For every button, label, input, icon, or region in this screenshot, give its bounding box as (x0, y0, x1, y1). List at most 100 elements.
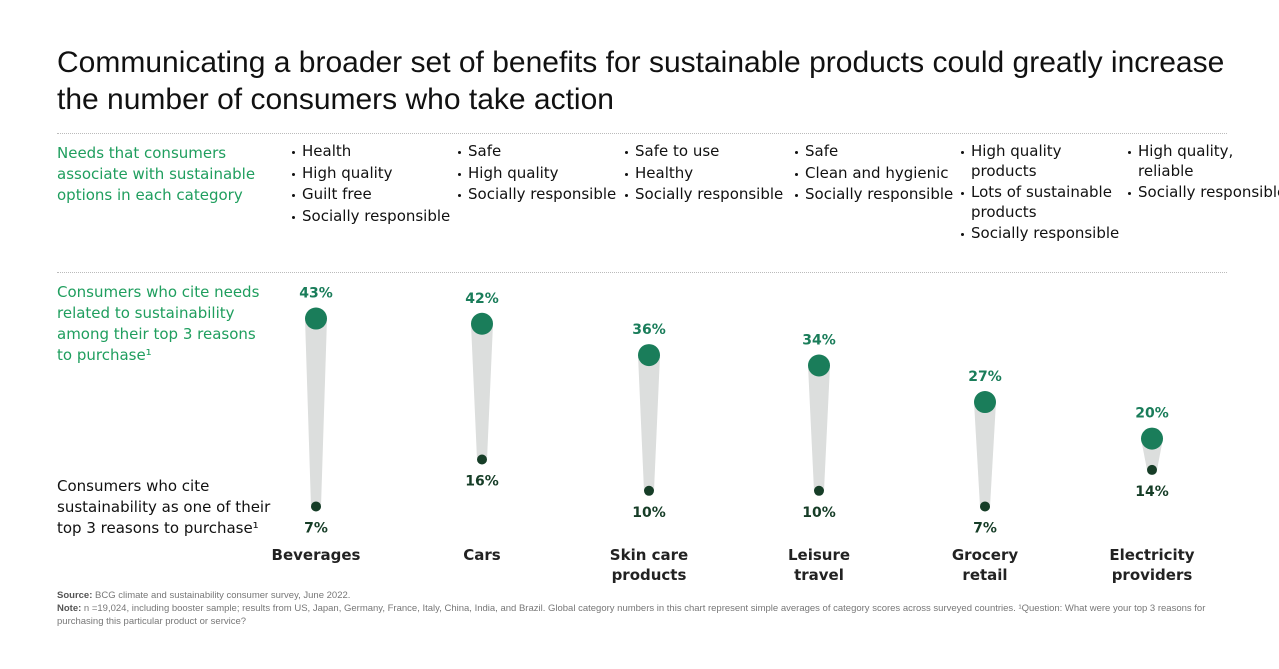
need-item: High quality (292, 164, 452, 184)
need-text: Socially responsible (635, 185, 784, 203)
needs-list: High quality, reliable Socially responsib… (1128, 142, 1279, 205)
bullet (795, 151, 798, 154)
needs-list: Safe to use Healthy Socially responsible (625, 142, 785, 207)
low-label: 10% (632, 505, 666, 521)
needs-label: Needs that consumers associate with sust… (57, 144, 256, 204)
high-label: 42% (465, 291, 499, 307)
need-item: Socially responsible (795, 185, 955, 205)
need-text: High quality products (971, 142, 1062, 180)
high-dot (808, 354, 830, 377)
category-label: Beverages (271, 546, 361, 564)
range-connector (974, 402, 996, 507)
need-text: Socially responsible (971, 224, 1120, 242)
low-label: 10% (802, 505, 836, 521)
need-text: Socially responsible (468, 185, 617, 203)
high-dot (471, 312, 493, 335)
low-dot (814, 485, 824, 496)
bullet (292, 172, 295, 176)
need-item: High quality, reliable (1128, 142, 1279, 181)
needs-list: Safe Clean and hygienic Socially responsib… (795, 142, 955, 207)
high-label: 20% (1135, 406, 1169, 422)
low-dot (980, 501, 990, 512)
bullet (1128, 192, 1131, 195)
bullet (292, 194, 295, 197)
need-item: Health (292, 142, 452, 162)
low-label: 16% (465, 473, 499, 489)
bullet (625, 151, 628, 154)
bullet (795, 172, 798, 176)
range-connector (471, 323, 493, 460)
need-item: Lots of sustainable products (961, 183, 1121, 222)
need-text: Socially responsible (1138, 183, 1279, 201)
need-item: Safe (795, 142, 955, 162)
low-label: 7% (304, 520, 328, 536)
need-item: Socially responsible (292, 207, 452, 227)
bullet (625, 172, 628, 176)
high-label: 27% (968, 369, 1002, 385)
needs-list: Health High quality Guilt free Socially res… (292, 142, 452, 228)
bullet (625, 194, 628, 197)
note-label: Note: (57, 603, 82, 614)
source-label: Source: (57, 590, 93, 601)
low-label: 14% (1135, 484, 1169, 500)
need-item: Clean and hygienic (795, 164, 955, 184)
low-dot (644, 485, 654, 496)
need-text: Clean and hygienic (805, 163, 949, 182)
category-label: Skin care products (609, 546, 689, 584)
need-item: Socially responsible (625, 185, 785, 205)
bullet (458, 172, 461, 176)
legend-high: Consumers who cite needs related to sust… (57, 283, 260, 364)
high-label: 34% (802, 333, 836, 349)
need-text: High quality (468, 163, 559, 182)
high-label: 43% (299, 286, 333, 302)
high-label: 36% (632, 322, 666, 338)
need-text: High quality (302, 163, 393, 182)
need-text: Socially responsible (302, 206, 451, 225)
category-label: Electricity providers (1109, 546, 1195, 584)
category-label: Grocery retail (951, 546, 1019, 584)
need-item: High quality (458, 164, 618, 184)
range-connector (638, 355, 660, 491)
high-dot (1141, 427, 1163, 450)
need-text: High quality, reliable (1138, 142, 1234, 180)
need-item: Socially responsible (961, 224, 1121, 244)
need-text: Lots of sustainable products (971, 183, 1112, 221)
bullet (961, 233, 964, 236)
divider (57, 272, 1227, 273)
needs-list: High quality products Lots of sustainable… (961, 142, 1121, 246)
bullet (1128, 151, 1131, 154)
low-dot (477, 454, 487, 465)
source-text: BCG climate and sustainability consumer … (95, 590, 351, 601)
need-text: Safe (468, 142, 502, 160)
need-item: Socially responsible (458, 185, 618, 205)
bullet (961, 192, 964, 195)
bullet (458, 194, 461, 197)
needs-list: Safe High quality Socially responsible (458, 142, 618, 207)
high-dot (974, 391, 996, 414)
high-dot (638, 344, 660, 367)
low-dot (311, 501, 321, 512)
category-label: Leisure travel (787, 546, 851, 584)
need-item: Guilt free (292, 185, 452, 205)
need-text: Safe to use (635, 142, 720, 160)
category-label: Cars (463, 546, 501, 564)
need-item: Safe (458, 142, 618, 162)
need-item: Socially responsible (1128, 183, 1279, 203)
need-text: Healthy (635, 163, 694, 182)
range-connector (305, 318, 327, 507)
bullet (961, 151, 964, 154)
legend-low: Consumers who cite sustainability as one… (57, 477, 271, 537)
need-item: Safe to use (625, 142, 785, 162)
low-label: 7% (973, 520, 997, 536)
bullet (292, 151, 295, 154)
need-text: Health (302, 142, 352, 160)
need-item: High quality products (961, 142, 1121, 181)
low-dot (1147, 464, 1157, 475)
need-text: Socially responsible (805, 185, 954, 203)
need-item: Healthy (625, 164, 785, 184)
title: Communicating a broader set of benefits … (57, 46, 1225, 116)
need-text: Guilt free (302, 185, 372, 203)
note: Note: n =19,024, including booster sampl… (57, 602, 1227, 628)
